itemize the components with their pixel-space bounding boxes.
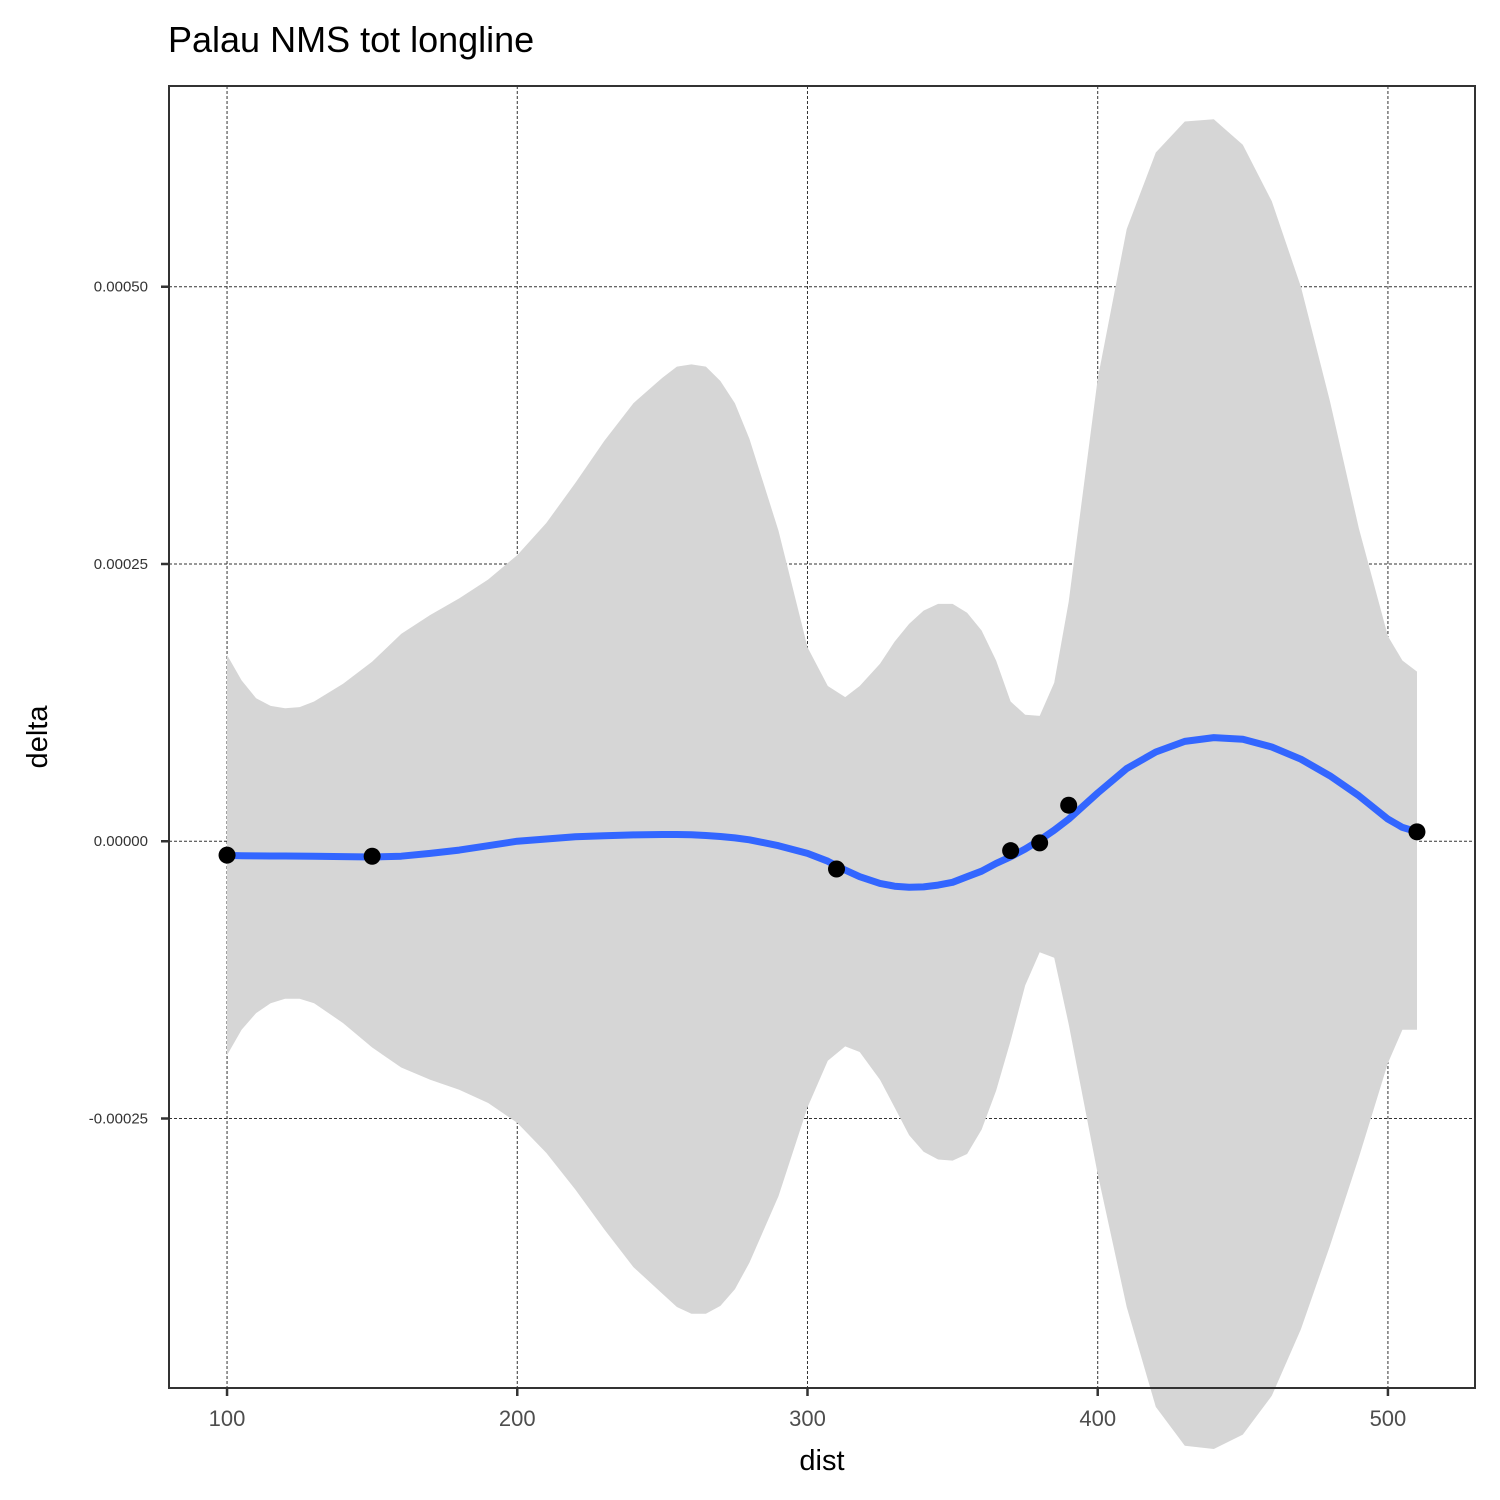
data-point [828, 860, 846, 878]
x-tick-label: 500 [1370, 1406, 1407, 1431]
y-tick-label: 0.00050 [94, 279, 148, 296]
plot-panel-border [168, 85, 1476, 1389]
smooth-fit-line [223, 734, 1421, 891]
x-axis-title: dist [799, 1445, 844, 1477]
y-axis-title: delta [22, 705, 54, 769]
data-point [1060, 796, 1078, 814]
data-point [1002, 842, 1020, 860]
x-tick-label: 400 [1079, 1406, 1116, 1431]
data-point [1031, 834, 1049, 852]
x-tick-label: 100 [209, 1406, 246, 1431]
data-point [363, 847, 381, 865]
x-tick-label: 300 [789, 1406, 826, 1431]
x-tick-label: 200 [499, 1406, 536, 1431]
data-points [218, 796, 1426, 878]
chart-title: Palau NMS tot longline [168, 19, 534, 60]
data-point [1408, 823, 1426, 841]
data-point [218, 846, 236, 864]
confidence-band [227, 119, 1417, 1449]
y-tick-label: 0.00025 [94, 556, 148, 573]
y-tick-label: -0.00025 [89, 1111, 148, 1128]
axis-ticks: 100 200 300 400 500 -0.00025 0.00000 0.00025 0.0… [89, 279, 1407, 1431]
y-tick-label: 0.00000 [94, 833, 148, 850]
